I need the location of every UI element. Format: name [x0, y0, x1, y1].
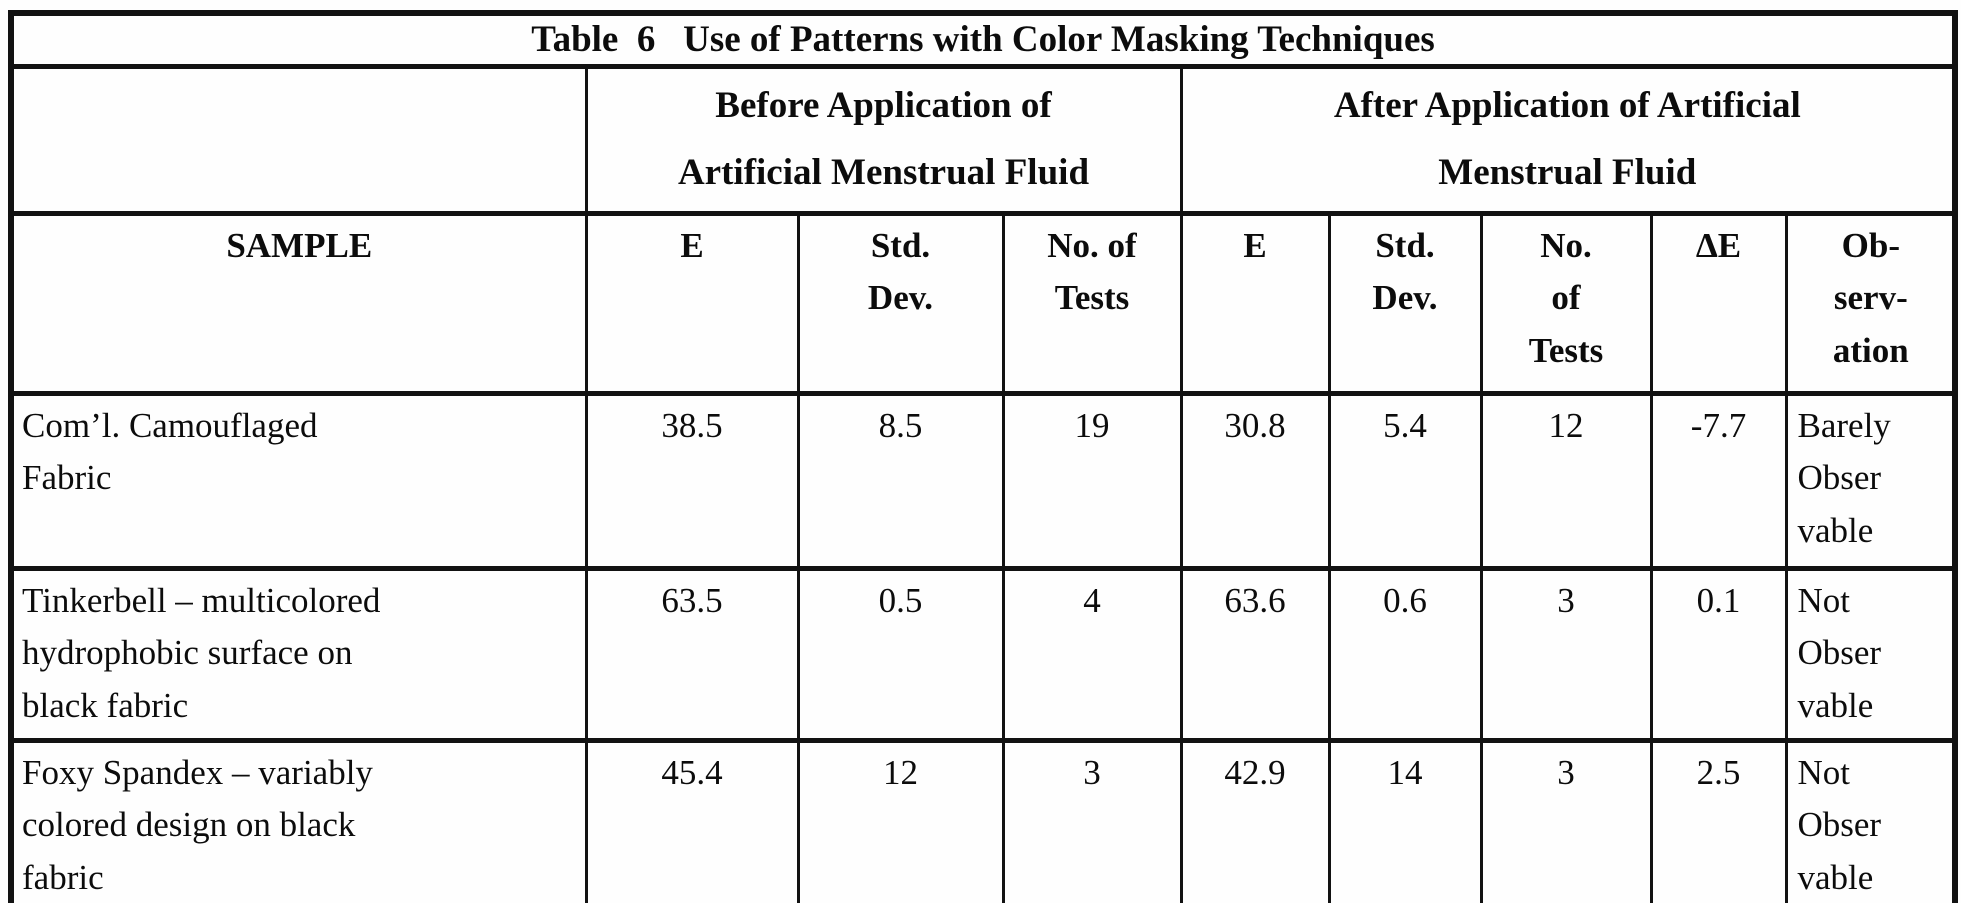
cell-delta-e: 2.5	[1649, 738, 1788, 903]
cell-observation: Not Obser vable	[1784, 566, 1957, 743]
cell-sample: Com’l. Camouflaged Fabric	[9, 391, 588, 571]
column-header-after-no-of-tests: No. of Tests	[1479, 210, 1653, 396]
table-row: Com’l. Camouflaged Fabric 38.5 8.5 19 30…	[9, 391, 1957, 571]
cell-before-e: 38.5	[584, 391, 800, 571]
cell-before-e: 63.5	[584, 566, 800, 743]
cell-delta-e: 0.1	[1649, 566, 1788, 743]
cell-after-std-dev: 0.6	[1327, 566, 1483, 743]
cell-after-no-of-tests: 3	[1479, 566, 1653, 743]
column-header-row: SAMPLE E Std. Dev. No. of Tests E Std. D…	[9, 210, 1957, 396]
cell-observation: Barely Obser vable	[1784, 391, 1957, 571]
cell-before-no-of-tests: 3	[1001, 738, 1183, 903]
table-6-color-masking: Table 6 Use of Patterns with Color Maski…	[8, 10, 1959, 903]
cell-after-no-of-tests: 3	[1479, 738, 1653, 903]
cell-delta-e: -7.7	[1649, 391, 1788, 571]
group-header-after: After Application of Artificial Menstrua…	[1179, 65, 1957, 215]
column-header-before-no-of-tests: No. of Tests	[1001, 210, 1183, 396]
group-header-before: Before Application of Artificial Menstru…	[584, 65, 1183, 215]
corner-blank-cell	[9, 65, 588, 215]
column-header-before-std-dev: Std. Dev.	[796, 210, 1005, 396]
table-row: Tinkerbell – multicolored hydrophobic su…	[9, 566, 1957, 743]
cell-before-no-of-tests: 19	[1001, 391, 1183, 571]
column-header-delta-e: ΔE	[1649, 210, 1788, 396]
column-header-after-e: E	[1179, 210, 1331, 396]
table-title-row: Table 6 Use of Patterns with Color Maski…	[9, 11, 1957, 70]
cell-before-no-of-tests: 4	[1001, 566, 1183, 743]
table-title: Table 6 Use of Patterns with Color Maski…	[9, 11, 1957, 70]
cell-sample: Foxy Spandex – variably colored design o…	[9, 738, 588, 903]
cell-observation: Not Obser vable	[1784, 738, 1957, 903]
cell-sample: Tinkerbell – multicolored hydrophobic su…	[9, 566, 588, 743]
cell-after-no-of-tests: 12	[1479, 391, 1653, 571]
cell-after-e: 42.9	[1179, 738, 1331, 903]
column-header-sample: SAMPLE	[9, 210, 588, 396]
cell-after-e: 63.6	[1179, 566, 1331, 743]
cell-after-e: 30.8	[1179, 391, 1331, 571]
cell-before-std-dev: 0.5	[796, 566, 1005, 743]
cell-before-e: 45.4	[584, 738, 800, 903]
cell-after-std-dev: 14	[1327, 738, 1483, 903]
table-row: Foxy Spandex – variably colored design o…	[9, 738, 1957, 903]
column-header-before-e: E	[584, 210, 800, 396]
cell-after-std-dev: 5.4	[1327, 391, 1483, 571]
group-header-row: Before Application of Artificial Menstru…	[9, 65, 1957, 215]
column-header-observation: Ob- serv- ation	[1784, 210, 1957, 396]
column-header-after-std-dev: Std. Dev.	[1327, 210, 1483, 396]
cell-before-std-dev: 8.5	[796, 391, 1005, 571]
cell-before-std-dev: 12	[796, 738, 1005, 903]
